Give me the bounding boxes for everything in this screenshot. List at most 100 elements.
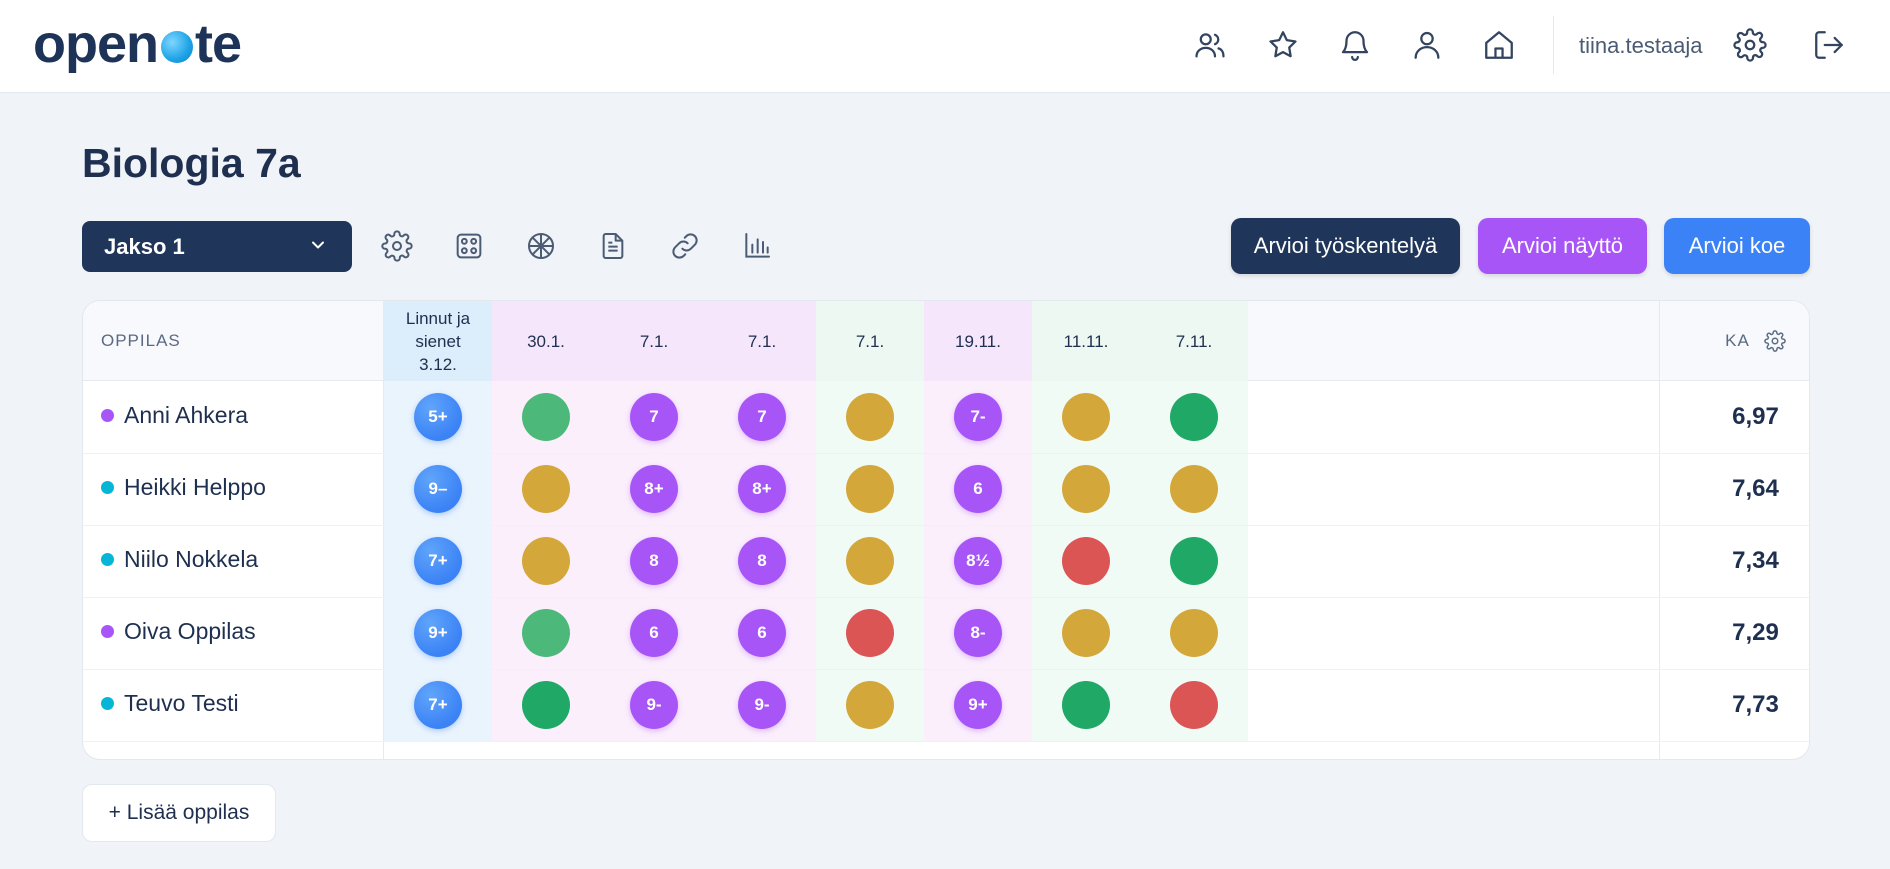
average-column-header: KA	[1700, 301, 1809, 381]
assessment-color-dot[interactable]	[1170, 465, 1218, 513]
grade-badge[interactable]: 8-	[954, 609, 1002, 657]
assessment-color-dot[interactable]	[1062, 393, 1110, 441]
student-status-dot	[101, 553, 114, 566]
dice-icon[interactable]	[450, 227, 488, 265]
chevron-down-icon	[312, 241, 324, 249]
assessment-color-dot[interactable]	[1170, 681, 1218, 729]
user-icon[interactable]	[1408, 26, 1446, 64]
gear-icon[interactable]	[378, 227, 416, 265]
add-student-button[interactable]: + Lisää oppilas	[82, 784, 276, 842]
home-icon[interactable]	[1480, 26, 1518, 64]
grade-badge[interactable]: 8	[738, 537, 786, 585]
student-average: 7,29	[1732, 619, 1779, 646]
assessment-column-header[interactable]: 7.1.	[816, 301, 924, 381]
assessment-column-header[interactable]: 7.1.	[708, 301, 816, 381]
grade-badge[interactable]: 7+	[414, 681, 462, 729]
assessment-color-dot[interactable]	[522, 393, 570, 441]
student-name[interactable]: Heikki Helppo	[101, 474, 266, 501]
average-header-label: KA	[1725, 331, 1750, 350]
period-selected-value: Jakso 1	[104, 233, 185, 259]
grade-badge[interactable]: 6	[738, 609, 786, 657]
assessment-color-dot[interactable]	[846, 465, 894, 513]
assessment-color-dot[interactable]	[846, 393, 894, 441]
header-divider	[1553, 16, 1554, 74]
grade-badge[interactable]: 9+	[414, 609, 462, 657]
users-icon[interactable]	[1191, 26, 1229, 64]
student-name[interactable]: Niilo Nokkela	[101, 546, 258, 573]
gear-icon[interactable]	[1764, 330, 1786, 352]
grade-badge[interactable]: 5+	[414, 393, 462, 441]
row-divider	[83, 741, 1809, 742]
assessment-color-dot[interactable]	[846, 609, 894, 657]
assessment-color-dot[interactable]	[1062, 609, 1110, 657]
bell-icon[interactable]	[1336, 26, 1374, 64]
assessment-color-dot[interactable]	[522, 537, 570, 585]
logout-icon[interactable]	[1810, 26, 1848, 64]
page-title: Biologia 7a	[82, 140, 301, 186]
grade-badge[interactable]: 9-	[630, 681, 678, 729]
student-average: 7,64	[1732, 475, 1779, 502]
assessment-color-dot[interactable]	[1062, 465, 1110, 513]
grade-badge[interactable]: 6	[954, 465, 1002, 513]
assessment-column-header[interactable]: 19.11.	[924, 301, 1032, 381]
student-name-label: Niilo Nokkela	[124, 546, 259, 572]
grade-badge[interactable]: 8+	[630, 465, 678, 513]
student-status-dot	[101, 625, 114, 638]
column-divider	[383, 301, 384, 759]
grade-badge[interactable]: 7-	[954, 393, 1002, 441]
student-status-dot	[101, 697, 114, 710]
assessment-color-dot[interactable]	[522, 465, 570, 513]
link-icon[interactable]	[666, 227, 704, 265]
grade-badge[interactable]: 8	[630, 537, 678, 585]
assessment-color-dot[interactable]	[522, 681, 570, 729]
bar-chart-icon[interactable]	[738, 227, 776, 265]
student-name[interactable]: Teuvo Testi	[101, 690, 239, 717]
student-average: 6,97	[1732, 403, 1779, 430]
student-name-label: Heikki Helppo	[124, 474, 266, 500]
period-dropdown[interactable]: Jakso 1	[82, 221, 352, 272]
grade-badge[interactable]: 7	[738, 393, 786, 441]
assessment-color-dot[interactable]	[846, 537, 894, 585]
document-icon[interactable]	[594, 227, 632, 265]
assess-work-button[interactable]: Arvioi työskentelyä	[1231, 218, 1460, 274]
logo-dot	[161, 31, 193, 63]
grade-badge[interactable]: 8+	[738, 465, 786, 513]
student-column-header: OPPILAS	[101, 331, 181, 350]
grade-badge[interactable]: 9+	[954, 681, 1002, 729]
student-name-label: Oiva Oppilas	[124, 618, 256, 644]
assessment-column-header[interactable]: 7.11.	[1140, 301, 1248, 381]
row-divider	[83, 597, 1809, 598]
logo-text-start: open	[33, 14, 159, 74]
assessment-color-dot[interactable]	[1170, 609, 1218, 657]
username[interactable]: tiina.testaaja	[1579, 33, 1703, 58]
column-divider	[1659, 301, 1660, 759]
star-icon[interactable]	[1264, 26, 1302, 64]
student-name-label: Anni Ahkera	[124, 402, 249, 428]
assessment-column-header[interactable]: 11.11.	[1032, 301, 1140, 381]
student-name-label: Teuvo Testi	[124, 690, 239, 716]
assessment-column-header[interactable]: Linnut ja sienet 3.12.	[384, 301, 492, 381]
assess-demo-button[interactable]: Arvioi näyttö	[1478, 218, 1647, 274]
assess-exam-button[interactable]: Arvioi koe	[1664, 218, 1810, 274]
grade-badge[interactable]: 7+	[414, 537, 462, 585]
student-name[interactable]: Anni Ahkera	[101, 402, 248, 429]
assessment-color-dot[interactable]	[1170, 537, 1218, 585]
gradebook-table: OPPILAS KA Linnut ja sienet 3.12. 30.1. 7.…	[82, 300, 1810, 760]
settings-icon[interactable]	[1731, 26, 1769, 64]
student-name[interactable]: Oiva Oppilas	[101, 618, 256, 645]
aperture-icon[interactable]	[522, 227, 560, 265]
student-average: 7,73	[1732, 691, 1779, 718]
assessment-color-dot[interactable]	[1062, 537, 1110, 585]
assessment-color-dot[interactable]	[522, 609, 570, 657]
assessment-color-dot[interactable]	[1170, 393, 1218, 441]
grade-badge[interactable]: 9–	[414, 465, 462, 513]
grade-badge[interactable]: 7	[630, 393, 678, 441]
assessment-color-dot[interactable]	[846, 681, 894, 729]
grade-badge[interactable]: 9-	[738, 681, 786, 729]
grade-badge[interactable]: 8½	[954, 537, 1002, 585]
assessment-column-header[interactable]: 30.1.	[492, 301, 600, 381]
assessment-color-dot[interactable]	[1062, 681, 1110, 729]
grade-badge[interactable]: 6	[630, 609, 678, 657]
openote-logo[interactable]: open te	[33, 14, 242, 74]
assessment-column-header[interactable]: 7.1.	[600, 301, 708, 381]
